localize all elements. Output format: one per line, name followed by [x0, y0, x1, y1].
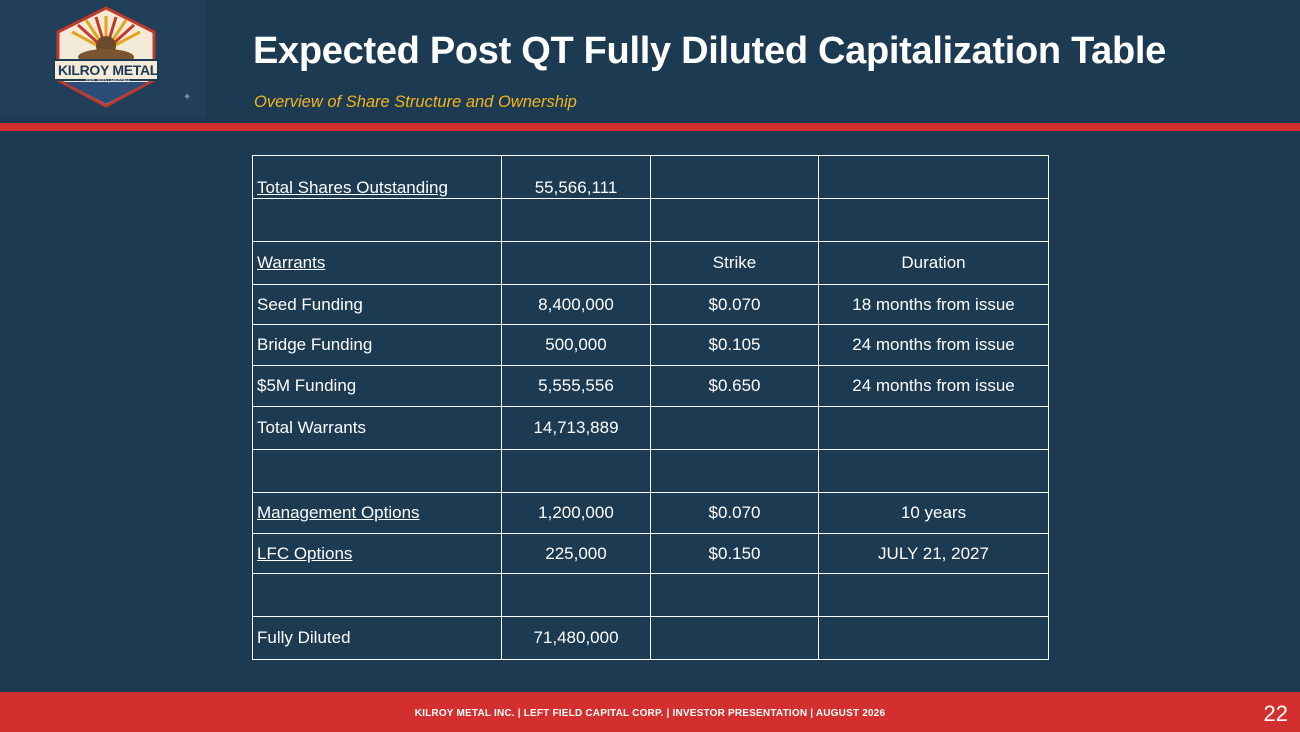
table-cell: $0.070	[650, 492, 819, 534]
header-divider	[0, 123, 1300, 131]
table-cell: $0.650	[650, 365, 819, 407]
footer-bar: KILROY METAL INC. | LEFT FIELD CAPITAL C…	[0, 692, 1300, 732]
logo-panel: KILROY METAL EST. 2023 | ARIZONA ✦	[0, 0, 206, 116]
sparkle-icon: ✦	[183, 92, 192, 103]
table-cell: $0.070	[650, 284, 819, 325]
kilroy-metal-logo	[53, 6, 159, 108]
table-cell: 8,400,000	[501, 284, 651, 325]
table-cell	[650, 573, 819, 617]
capitalization-table: Total Shares Outstanding 55,566,111 Warr…	[252, 155, 1049, 660]
table-cell	[650, 616, 819, 660]
table-cell: LFC Options	[252, 533, 502, 574]
table-row: Warrants Strike Duration	[252, 241, 1049, 285]
table-cell	[818, 449, 1049, 493]
table-cell: 24 months from issue	[818, 324, 1049, 366]
table-row: LFC Options 225,000 $0.150 JULY 21, 2027	[252, 533, 1049, 574]
table-cell	[501, 449, 651, 493]
table-cell	[818, 198, 1049, 242]
table-row	[252, 573, 1049, 617]
table-cell	[252, 573, 502, 617]
table-cell: Seed Funding	[252, 284, 502, 325]
table-cell: 1,200,000	[501, 492, 651, 534]
table-cell: Warrants	[252, 241, 502, 285]
table-cell: $5M Funding	[252, 365, 502, 407]
table-cell: $0.150	[650, 533, 819, 574]
table-cell: Fully Diluted	[252, 616, 502, 660]
table-row	[252, 449, 1049, 493]
table-cell	[650, 155, 819, 199]
logo-tagline: EST. 2023 | ARIZONA	[85, 78, 131, 83]
table-cell	[501, 198, 651, 242]
table-row: Total Warrants 14,713,889	[252, 406, 1049, 450]
table-cell: 14,713,889	[501, 406, 651, 450]
table-row	[252, 198, 1049, 242]
table-cell	[252, 198, 502, 242]
table-cell	[650, 449, 819, 493]
table-cell: 24 months from issue	[818, 365, 1049, 407]
page-subtitle: Overview of Share Structure and Ownershi…	[254, 93, 577, 111]
table-cell: Total Warrants	[252, 406, 502, 450]
logo-wordmark: KILROY METAL	[57, 62, 159, 78]
table-row: Seed Funding 8,400,000 $0.070 18 months …	[252, 284, 1049, 325]
footer-text: KILROY METAL INC. | LEFT FIELD CAPITAL C…	[414, 708, 886, 719]
table-cell: Management Options	[252, 492, 502, 534]
page-number: 22	[1263, 701, 1288, 726]
table-cell	[501, 573, 651, 617]
table-row: Total Shares Outstanding 55,566,111	[252, 155, 1049, 199]
table-cell: Total Shares Outstanding	[252, 155, 502, 199]
table-cell: Bridge Funding	[252, 324, 502, 366]
table-cell: 18 months from issue	[818, 284, 1049, 325]
table-cell	[818, 155, 1049, 199]
table-cell	[252, 449, 502, 493]
table-cell: Duration	[818, 241, 1049, 285]
table-row: Fully Diluted 71,480,000	[252, 616, 1049, 660]
table-cell	[818, 616, 1049, 660]
table-cell: 225,000	[501, 533, 651, 574]
table-row: Bridge Funding 500,000 $0.105 24 months …	[252, 324, 1049, 366]
table-cell: JULY 21, 2027	[818, 533, 1049, 574]
table-cell	[818, 406, 1049, 450]
table-cell: 71,480,000	[501, 616, 651, 660]
table-row: $5M Funding 5,555,556 $0.650 24 months f…	[252, 365, 1049, 407]
table-cell: $0.105	[650, 324, 819, 366]
table-cell	[650, 406, 819, 450]
table-row: Management Options 1,200,000 $0.070 10 y…	[252, 492, 1049, 534]
table-cell: 10 years	[818, 492, 1049, 534]
table-cell: 500,000	[501, 324, 651, 366]
table-cell	[650, 198, 819, 242]
table-cell: Strike	[650, 241, 819, 285]
table-cell: 55,566,111	[501, 155, 651, 199]
table-cell	[501, 241, 651, 285]
page-title: Expected Post QT Fully Diluted Capitaliz…	[253, 30, 1167, 72]
table-cell	[818, 573, 1049, 617]
table-cell: 5,555,556	[501, 365, 651, 407]
